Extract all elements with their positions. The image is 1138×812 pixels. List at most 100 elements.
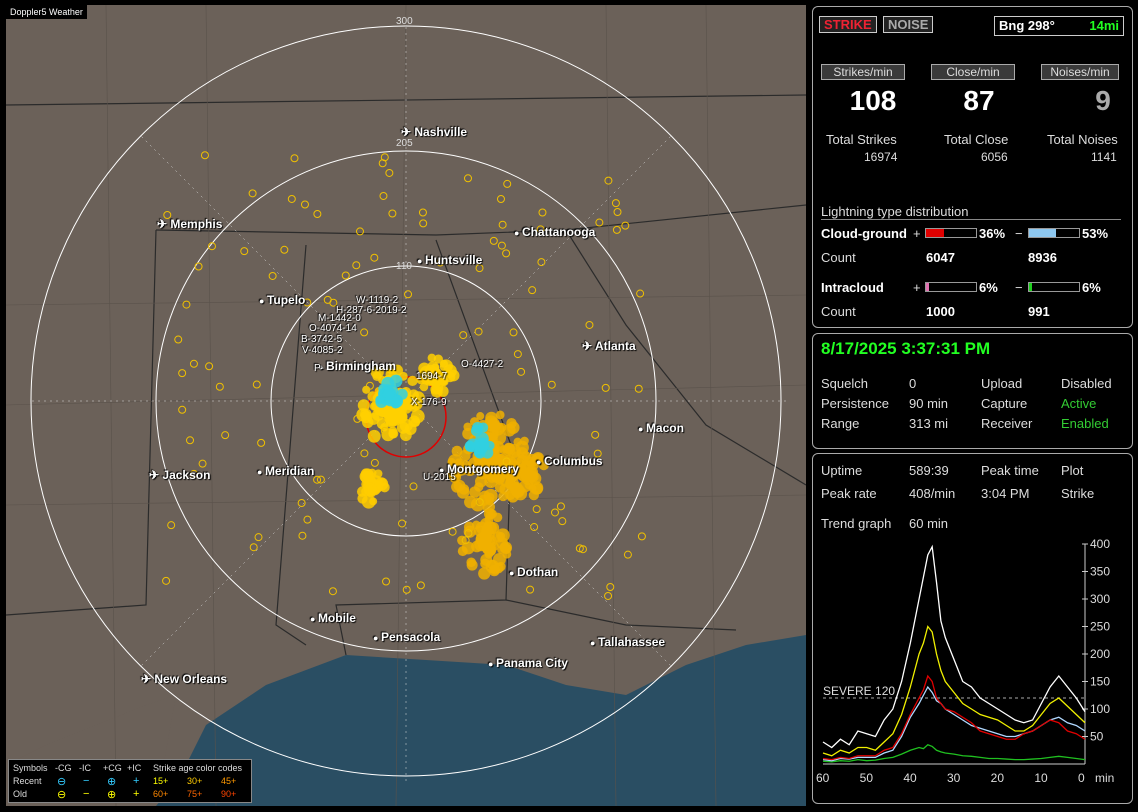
old-strike-mark bbox=[474, 327, 483, 336]
strike-mark bbox=[367, 391, 378, 402]
old-strike-mark bbox=[252, 380, 261, 389]
old-strike-mark bbox=[612, 225, 621, 234]
strike-mark bbox=[505, 458, 514, 467]
severe-threshold-label: SEVERE 120 bbox=[823, 684, 895, 698]
old-strike-mark bbox=[496, 195, 505, 204]
old-strike-mark bbox=[475, 264, 484, 273]
old-strike-mark bbox=[578, 545, 587, 554]
strike-mark bbox=[513, 437, 522, 447]
strike-mark bbox=[410, 397, 423, 411]
old-strike-mark bbox=[178, 369, 187, 378]
old-strike-mark bbox=[178, 405, 187, 414]
city-tupelo: ● Tupelo bbox=[259, 293, 305, 307]
ic-negative-pct: 6% bbox=[1082, 280, 1101, 295]
cloud-ground-label: Cloud-ground bbox=[821, 226, 907, 241]
capture-value: Active bbox=[1061, 396, 1097, 411]
city-label: Columbus bbox=[543, 454, 603, 468]
radar-map[interactable]: Doppler5 Weather 300 205 110 ✈ Nashville… bbox=[6, 5, 806, 806]
legend-recent-label: Recent bbox=[13, 776, 42, 786]
old-strike-mark bbox=[248, 189, 257, 198]
city-label: Macon bbox=[645, 421, 684, 435]
storm-cell-label: V-4085-2 bbox=[302, 345, 343, 356]
legend-recent-neg-ic-icon: − bbox=[83, 775, 90, 787]
noise-button[interactable]: NOISE bbox=[883, 16, 934, 33]
strike-mark bbox=[492, 430, 507, 445]
city-label: Dothan bbox=[516, 565, 559, 579]
persistence-value: 90 min bbox=[909, 396, 949, 411]
map-title: Doppler5 Weather bbox=[6, 5, 87, 19]
strike-mark bbox=[369, 497, 378, 506]
old-strike-mark bbox=[370, 458, 379, 467]
strike-mark bbox=[481, 540, 491, 550]
strikes-min-value: 108 bbox=[849, 85, 897, 116]
city-dot-icon: ● bbox=[310, 614, 318, 624]
old-strike-mark bbox=[558, 517, 567, 526]
strike-mark bbox=[531, 452, 545, 465]
legend-age-15: 15+ bbox=[153, 776, 169, 786]
old-strike-mark bbox=[280, 245, 289, 254]
city-label: Mobile bbox=[317, 611, 356, 625]
old-strike-mark bbox=[538, 208, 547, 217]
legend-col-3: +CG bbox=[103, 763, 122, 773]
legend-old-pos-ic-icon: + bbox=[133, 788, 140, 800]
old-strike-mark bbox=[528, 286, 537, 295]
total-close-value: 6056 bbox=[981, 150, 1008, 164]
old-strike-mark bbox=[205, 362, 214, 371]
x-axis-label: min bbox=[1095, 771, 1114, 785]
cg-positive-count: 6047 bbox=[926, 250, 955, 265]
ic-plus-sign: + bbox=[913, 280, 921, 295]
x-tick-label: 40 bbox=[903, 771, 917, 785]
storm-cell-label: 1694-7 bbox=[416, 371, 448, 382]
storm-cell-label: M-1442-0 bbox=[318, 313, 361, 324]
close-min-value: 87 bbox=[963, 85, 995, 116]
total-close-label: Total Close bbox=[944, 132, 1009, 147]
city-dot-icon: ● bbox=[259, 296, 267, 306]
old-strike-mark bbox=[402, 585, 411, 594]
city-columbus: ● Columbus bbox=[536, 454, 603, 468]
strike-mark bbox=[461, 541, 475, 555]
plot-value[interactable]: Strike bbox=[1061, 486, 1095, 501]
strike-mark bbox=[507, 421, 520, 434]
ic-count-label: Count bbox=[821, 304, 856, 319]
cg-positive-bar bbox=[925, 228, 977, 238]
strike-mark bbox=[485, 511, 495, 520]
strike-mark bbox=[431, 382, 444, 394]
old-strike-mark bbox=[604, 176, 613, 185]
strike-mark bbox=[451, 445, 463, 457]
old-strike-mark bbox=[352, 261, 361, 270]
legend-symbols-label: Symbols bbox=[13, 763, 48, 773]
strike-button[interactable]: STRIKE bbox=[819, 16, 877, 33]
ic-negative-bar bbox=[1028, 282, 1080, 292]
strike-mark bbox=[495, 528, 510, 543]
ic-positive-count: 1000 bbox=[926, 304, 955, 319]
strike-mark bbox=[495, 410, 505, 420]
upload-value: Disabled bbox=[1061, 376, 1112, 391]
noises-min-label: Noises/min bbox=[1041, 64, 1119, 80]
legend-old-neg-cg-icon: ⊖ bbox=[57, 789, 67, 801]
old-strike-mark bbox=[316, 475, 325, 484]
strike-mark bbox=[360, 470, 374, 484]
trend-graph-value[interactable]: 60 min bbox=[909, 516, 949, 531]
range-spokes bbox=[31, 25, 786, 785]
city-dot-icon: ● bbox=[417, 256, 425, 266]
city-label: New Orleans bbox=[154, 672, 228, 686]
old-strike-mark bbox=[341, 271, 350, 280]
noises-min-value: 9 bbox=[1095, 85, 1111, 116]
strike-mark bbox=[407, 375, 418, 387]
city-huntsville: ● Huntsville bbox=[417, 253, 482, 267]
city-dot-icon: ● bbox=[509, 568, 517, 578]
city-label: Chattanooga bbox=[521, 225, 596, 239]
storm-cell-label: X-176-9 bbox=[411, 397, 447, 408]
cg-negative-bar bbox=[1028, 228, 1080, 238]
uptime-value: 589:39 bbox=[909, 463, 949, 478]
legend-recent-pos-cg-icon: ⊕ bbox=[107, 776, 117, 788]
strike-mark bbox=[392, 395, 403, 406]
old-strike-mark bbox=[585, 320, 594, 329]
city-label: Memphis bbox=[170, 217, 223, 231]
strike-mark bbox=[433, 354, 443, 364]
city-tallahassee: ● Tallahassee bbox=[590, 635, 665, 649]
strike-mark bbox=[447, 457, 456, 467]
old-strike-mark bbox=[464, 529, 473, 538]
old-strike-mark bbox=[604, 591, 613, 600]
strike-mark bbox=[510, 472, 519, 481]
